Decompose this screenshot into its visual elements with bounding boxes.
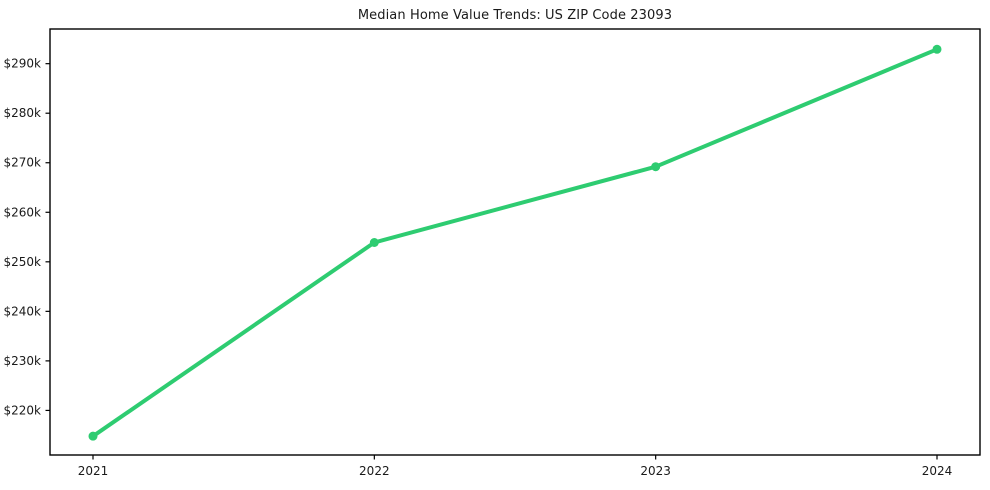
- data-point-marker: [932, 44, 942, 54]
- y-tick-label: $260k: [4, 205, 42, 219]
- plot-area: $220k $230k $240k $250k $260k $270k $280k $290k…: [4, 28, 981, 478]
- x-tick-label: 2022: [359, 464, 390, 478]
- y-tick-label: $250k: [4, 255, 42, 269]
- data-point-marker: [369, 237, 379, 247]
- x-tick-label: 2023: [640, 464, 671, 478]
- data-point-marker: [88, 431, 98, 441]
- y-tick-label: $270k: [4, 156, 42, 170]
- chart-title: Median Home Value Trends: US ZIP Code 23…: [357, 8, 673, 23]
- x-tick-label: 2024: [922, 464, 953, 478]
- y-tick-label: $290k: [4, 57, 42, 71]
- y-tick-label: $280k: [4, 106, 42, 120]
- x-tick-label: 2021: [78, 464, 109, 478]
- data-point-marker: [651, 162, 661, 172]
- y-tick-label: $220k: [4, 403, 42, 417]
- y-tick-label: $240k: [4, 304, 42, 318]
- trend-line: [91, 47, 939, 439]
- y-tick-label: $230k: [4, 354, 42, 368]
- plot-border: [49, 28, 981, 456]
